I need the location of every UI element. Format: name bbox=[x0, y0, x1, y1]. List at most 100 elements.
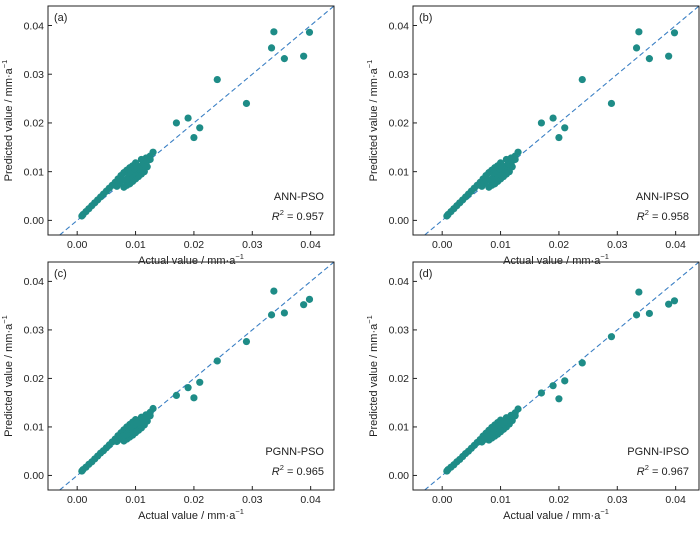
data-point bbox=[561, 377, 569, 385]
data-point bbox=[267, 311, 276, 319]
y-axis-title: Predicted value / mm·a−1 bbox=[365, 315, 380, 437]
y-axis-title: Predicted value / mm·a−1 bbox=[365, 60, 380, 182]
plot-frame bbox=[412, 261, 700, 491]
y-tick-label: 0.04 bbox=[389, 20, 410, 32]
data-point bbox=[213, 75, 221, 84]
data-point bbox=[607, 99, 616, 108]
data-point bbox=[670, 297, 679, 305]
data-point bbox=[305, 295, 314, 303]
data-point bbox=[172, 391, 181, 400]
data-point bbox=[196, 124, 204, 132]
x-tick-label: 0.04 bbox=[300, 239, 321, 251]
x-tick-label: 0.04 bbox=[665, 239, 686, 251]
x-tick-label: 0.01 bbox=[490, 494, 511, 506]
r-squared-value: R2 = 0.957 bbox=[272, 208, 324, 223]
data-point bbox=[242, 99, 251, 108]
data-point bbox=[133, 163, 141, 171]
data-point bbox=[184, 384, 192, 392]
x-axis-title: Actual value / mm·a−1 bbox=[503, 507, 609, 522]
data-point bbox=[635, 28, 643, 36]
x-tick-label: 0.03 bbox=[242, 494, 263, 506]
x-tick-label: 0.02 bbox=[549, 239, 570, 251]
y-tick-label: 0.04 bbox=[24, 276, 45, 288]
data-point bbox=[443, 212, 451, 220]
y-axis-title: Predicted value / mm·a−1 bbox=[0, 60, 15, 182]
data-point bbox=[645, 309, 653, 318]
y-tick-label: 0.00 bbox=[389, 215, 410, 227]
data-point bbox=[113, 437, 121, 446]
x-tick-label: 0.00 bbox=[432, 494, 453, 506]
y-tick-label: 0.04 bbox=[24, 20, 45, 32]
y-tick-label: 0.00 bbox=[389, 470, 410, 482]
x-tick-label: 0.04 bbox=[665, 494, 686, 506]
panel-label: (a) bbox=[54, 12, 67, 24]
x-tick-label: 0.04 bbox=[300, 494, 321, 506]
x-tick-label: 0.02 bbox=[549, 494, 570, 506]
x-tick-label: 0.00 bbox=[67, 494, 88, 506]
data-point bbox=[549, 382, 557, 390]
x-tick-label: 0.02 bbox=[184, 239, 205, 251]
data-point bbox=[242, 337, 251, 346]
y-tick-label: 0.02 bbox=[24, 373, 45, 385]
data-point bbox=[578, 75, 586, 84]
scatter-panel-1: 0.00 0.01 0.02 0.03 0.04 0.00 0.01 0.02 0.03 0.04… bbox=[0, 5, 335, 267]
plot-frame bbox=[47, 261, 335, 491]
x-tick-label: 0.01 bbox=[490, 239, 511, 251]
data-point bbox=[511, 412, 519, 420]
data-point bbox=[172, 119, 181, 127]
plot-frame bbox=[47, 5, 335, 236]
data-point bbox=[270, 28, 278, 36]
data-point bbox=[498, 419, 506, 428]
model-name: ANN-IPSO bbox=[636, 191, 690, 203]
y-tick-label: 0.01 bbox=[24, 166, 45, 178]
y-tick-label: 0.04 bbox=[389, 276, 410, 288]
data-point bbox=[267, 44, 276, 52]
panel-label: (d) bbox=[419, 268, 432, 280]
data-point bbox=[555, 133, 563, 142]
data-point bbox=[555, 395, 563, 403]
x-axis-title: Actual value / mm·a−1 bbox=[138, 252, 244, 267]
y-tick-label: 0.00 bbox=[24, 215, 45, 227]
data-point bbox=[196, 378, 204, 386]
model-name: PGNN-PSO bbox=[265, 446, 324, 458]
data-point bbox=[632, 44, 641, 52]
data-point bbox=[537, 119, 546, 127]
data-point bbox=[607, 333, 616, 341]
y-tick-label: 0.01 bbox=[389, 166, 410, 178]
y-axis-title: Predicted value / mm·a−1 bbox=[0, 315, 15, 437]
r-squared-value: R2 = 0.967 bbox=[637, 463, 689, 478]
data-point bbox=[113, 182, 121, 190]
x-tick-label: 0.01 bbox=[125, 239, 146, 251]
data-point bbox=[478, 182, 486, 190]
data-points bbox=[78, 28, 314, 220]
y-tick-label: 0.00 bbox=[24, 470, 45, 482]
data-point bbox=[190, 133, 198, 142]
data-point bbox=[300, 52, 308, 60]
data-point bbox=[670, 29, 679, 37]
y-tick-label: 0.01 bbox=[24, 422, 45, 434]
panel-label: (c) bbox=[54, 268, 67, 280]
data-point bbox=[498, 163, 506, 171]
x-tick-label: 0.00 bbox=[432, 239, 453, 251]
data-point bbox=[561, 124, 569, 132]
scatter-panel-2: 0.00 0.01 0.02 0.03 0.04 0.00 0.01 0.02 0.03 0.04… bbox=[365, 5, 700, 267]
x-axis-title: Actual value / mm·a−1 bbox=[138, 507, 244, 522]
data-point bbox=[537, 389, 546, 397]
model-name: ANN-PSO bbox=[274, 191, 325, 203]
data-points bbox=[443, 288, 679, 475]
x-tick-label: 0.03 bbox=[242, 239, 263, 251]
data-points bbox=[78, 287, 314, 475]
data-point bbox=[300, 301, 308, 309]
x-tick-label: 0.03 bbox=[607, 239, 628, 251]
x-tick-label: 0.02 bbox=[184, 494, 205, 506]
y-tick-label: 0.02 bbox=[389, 118, 410, 130]
data-point bbox=[665, 52, 673, 60]
r-squared-value: R2 = 0.965 bbox=[272, 463, 324, 478]
y-tick-label: 0.03 bbox=[24, 69, 45, 81]
data-point bbox=[305, 28, 314, 36]
data-point bbox=[213, 357, 221, 365]
data-point bbox=[190, 394, 198, 402]
scatter-panel-4: 0.00 0.01 0.02 0.03 0.04 0.00 0.01 0.02 0.03 0.04… bbox=[365, 261, 700, 522]
x-tick-label: 0.01 bbox=[125, 494, 146, 506]
data-point bbox=[478, 438, 486, 446]
